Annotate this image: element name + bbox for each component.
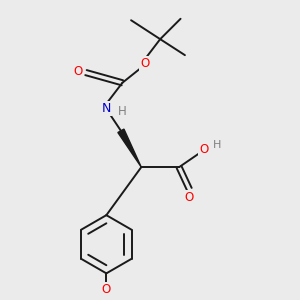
Text: N: N bbox=[102, 103, 111, 116]
Text: O: O bbox=[199, 143, 208, 156]
Text: H: H bbox=[213, 140, 222, 150]
Text: O: O bbox=[140, 57, 149, 70]
Text: H: H bbox=[118, 105, 127, 118]
Text: O: O bbox=[185, 190, 194, 204]
Text: O: O bbox=[102, 284, 111, 296]
Polygon shape bbox=[118, 129, 141, 167]
Text: O: O bbox=[73, 65, 83, 78]
